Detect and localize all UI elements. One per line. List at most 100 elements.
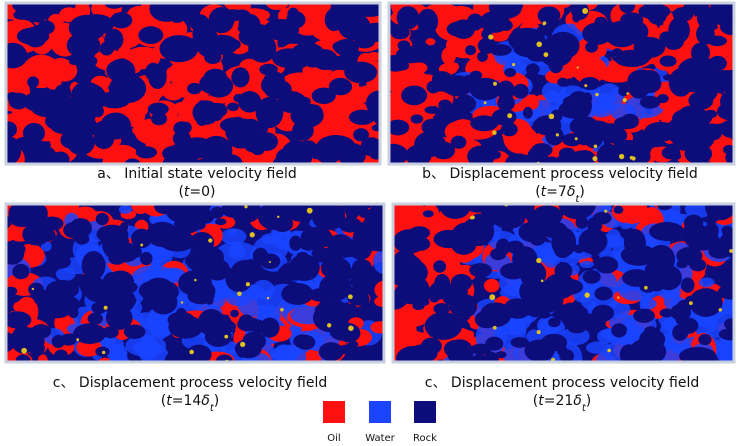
time-part: t (184, 184, 190, 200)
rock-grain (649, 247, 662, 257)
rock-grain (67, 130, 95, 156)
phase-blob (104, 153, 120, 165)
interface (280, 307, 284, 312)
panel-image (5, 203, 385, 363)
rock-grain (451, 234, 477, 255)
panel-frame (4, 1, 382, 166)
rock-grain (522, 106, 533, 119)
rock-grain (683, 214, 704, 232)
caption-time: (t=7δt) (535, 184, 585, 205)
rock-grain (495, 351, 507, 359)
rock-grain (690, 42, 710, 64)
rock-grain (102, 326, 119, 339)
interface (21, 347, 27, 354)
rock-grain (69, 58, 79, 65)
phase-blob (370, 321, 385, 334)
phase-blob (466, 57, 493, 73)
phase-blob (392, 203, 432, 227)
rock-grain (659, 308, 674, 318)
legend-label: Water (365, 433, 395, 444)
time-part: ( (533, 393, 538, 409)
rock-grain (345, 2, 365, 13)
rock-grain (151, 112, 168, 126)
rock-grain (334, 38, 359, 57)
rock-grain (717, 284, 735, 300)
rock-grain (180, 121, 192, 134)
rock-grain (281, 140, 313, 165)
rock-grain (490, 248, 507, 261)
rock-grain (221, 119, 232, 128)
rock-grain (344, 61, 378, 84)
rock-grain (248, 33, 277, 63)
rock-grain (469, 77, 502, 101)
interface (512, 62, 516, 67)
rock-grain (195, 109, 209, 126)
phase-blob (698, 277, 715, 288)
phase-blob (173, 101, 198, 114)
rock-grain (593, 211, 612, 225)
rock-grain (531, 143, 553, 158)
rock-grain (661, 146, 681, 160)
rock-grain (131, 228, 153, 249)
time-part: t (541, 184, 547, 200)
rock-grain (670, 303, 692, 321)
interface (536, 330, 541, 335)
rock-grain (512, 154, 532, 165)
rock-grain (643, 326, 658, 338)
rock-grain (5, 121, 18, 138)
interface (542, 21, 547, 25)
interface (237, 291, 242, 297)
interface (140, 243, 144, 247)
time-part: ) (579, 184, 584, 200)
rock-grain (318, 342, 344, 362)
phase-blob (37, 354, 48, 363)
rock-grain (632, 135, 648, 148)
interface (584, 292, 590, 298)
time-part: t (166, 393, 172, 409)
phase-blob (273, 344, 307, 363)
rock-grain (189, 14, 210, 32)
time-part: =7 (546, 184, 567, 200)
interface (245, 282, 251, 287)
rock-grain (106, 61, 123, 80)
time-part: δ (567, 184, 576, 200)
rock-grain (623, 228, 646, 257)
rock-grain (717, 102, 735, 121)
phase-blob (43, 64, 54, 79)
rock-grain (204, 34, 239, 55)
interface (493, 81, 497, 86)
rock-grain (433, 303, 451, 315)
panel-image (388, 2, 735, 165)
rock-grain (423, 344, 434, 354)
rock-grain (238, 91, 262, 113)
rock-grain (718, 328, 735, 341)
interface (688, 301, 693, 306)
rock-grain (68, 307, 79, 319)
rock-grain (666, 120, 690, 133)
time-part: =0) (189, 184, 215, 200)
rock-grain (401, 85, 428, 106)
rock-grain (31, 324, 52, 339)
caption-time: (t=14δt) (161, 393, 219, 414)
rock-grain (105, 305, 133, 330)
rock-grain (17, 53, 28, 63)
rock-grain (396, 6, 420, 30)
time-part: ( (535, 184, 540, 200)
rock-grain (668, 17, 690, 44)
rock-grain (557, 77, 569, 87)
rock-grain (647, 4, 668, 25)
rock-grain (86, 56, 98, 67)
rock-grain (343, 272, 356, 280)
phase-blob (388, 76, 406, 92)
panel-image (5, 2, 381, 165)
rock-grain (81, 251, 106, 281)
interface (208, 238, 213, 243)
rock-grain (300, 226, 332, 248)
rock-grain (28, 90, 47, 104)
rock-grain (95, 212, 109, 226)
rock-grain (388, 143, 409, 165)
rock-grain (6, 92, 20, 102)
phase-blob (639, 298, 657, 310)
phase-blob (579, 260, 594, 269)
